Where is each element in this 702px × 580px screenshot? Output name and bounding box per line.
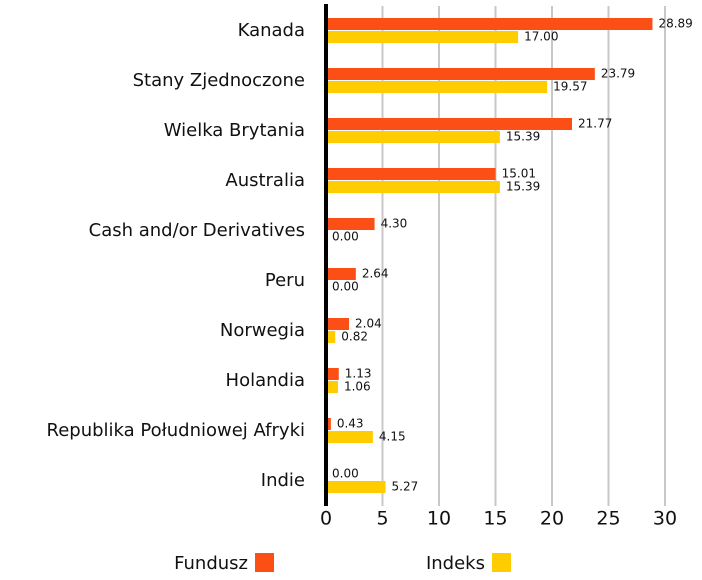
legend-label: Fundusz [174,553,248,574]
category-label: Republika Południowej Afryki [47,420,306,441]
value-label: 0.82 [341,330,368,344]
bar [326,168,496,180]
legend-swatch [255,553,274,572]
bar [326,181,500,193]
legend-swatch [492,553,511,572]
x-tick-label: 5 [376,508,388,530]
value-label: 15.01 [502,167,536,181]
bar [326,31,519,43]
value-label: 0.00 [332,280,359,294]
bar [326,18,653,30]
value-label: 2.64 [362,267,389,281]
bar [326,481,386,493]
category-label: Peru [265,270,305,291]
x-tick-label: 0 [320,508,332,530]
value-label: 5.27 [392,480,419,494]
category-label: Wielka Brytania [164,120,305,141]
bar [326,331,336,343]
category-label: Stany Zjednoczone [133,70,305,91]
legend-label: Indeks [426,553,485,574]
value-label: 0.43 [337,417,364,431]
category-label: Australia [225,170,305,191]
value-label: 4.15 [379,430,406,444]
x-tick-label: 15 [483,508,507,530]
value-label: 17.00 [524,30,558,44]
value-label: 4.30 [381,217,408,231]
bar [326,268,356,280]
bar [326,381,338,393]
category-label: Indie [261,470,305,491]
x-tick-label: 10 [427,508,451,530]
x-tick-label: 20 [540,508,564,530]
value-label: 1.06 [344,380,371,394]
x-tick-label: 30 [653,508,677,530]
value-label: 19.57 [553,80,587,94]
category-label: Norwegia [220,320,305,341]
bar [326,418,331,430]
category-label: Cash and/or Derivatives [89,220,305,241]
bar [326,68,595,80]
value-label: 1.13 [345,367,372,381]
category-label: Kanada [238,20,305,41]
category-label: Holandia [226,370,305,391]
value-label: 28.89 [658,17,692,31]
value-label: 0.00 [332,230,359,244]
value-label: 23.79 [601,67,635,81]
bar [326,318,350,330]
bar [326,431,373,443]
bar [326,118,573,130]
bar [326,218,375,230]
value-label: 21.77 [578,117,612,131]
bar [326,81,548,93]
value-label: 2.04 [355,317,382,331]
value-label: 15.39 [506,180,540,194]
value-label: 0.00 [332,467,359,481]
bar [326,131,500,143]
bar [326,368,339,380]
x-tick-label: 25 [596,508,620,530]
value-label: 15.39 [506,130,540,144]
